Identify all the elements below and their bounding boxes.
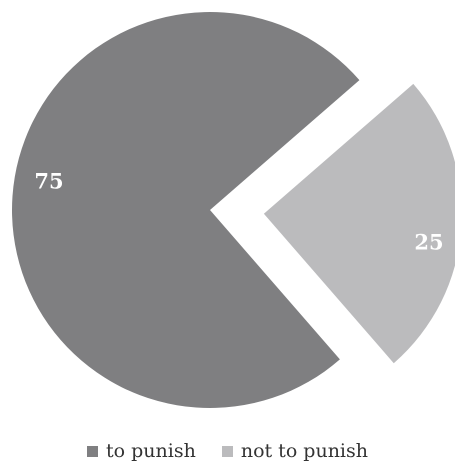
legend-label-not-to-punish: not to punish [240, 440, 368, 462]
pie-slices [11, 12, 455, 409]
legend: to punish not to punish [0, 440, 455, 462]
legend-swatch-to-punish [87, 445, 98, 457]
legend-item-to-punish: to punish [87, 440, 196, 462]
slice-labels: 75 25 [34, 169, 443, 255]
legend-item-not-to-punish: not to punish [221, 440, 368, 462]
slice-value-label-not-to-punish: 25 [414, 230, 443, 255]
legend-label-to-punish: to punish [106, 440, 196, 462]
pie-slice-to-punish [11, 12, 360, 409]
legend-swatch-not-to-punish [221, 445, 233, 457]
slice-value-label-to-punish: 75 [34, 169, 63, 194]
pie-slice-not-to-punish [263, 83, 455, 364]
